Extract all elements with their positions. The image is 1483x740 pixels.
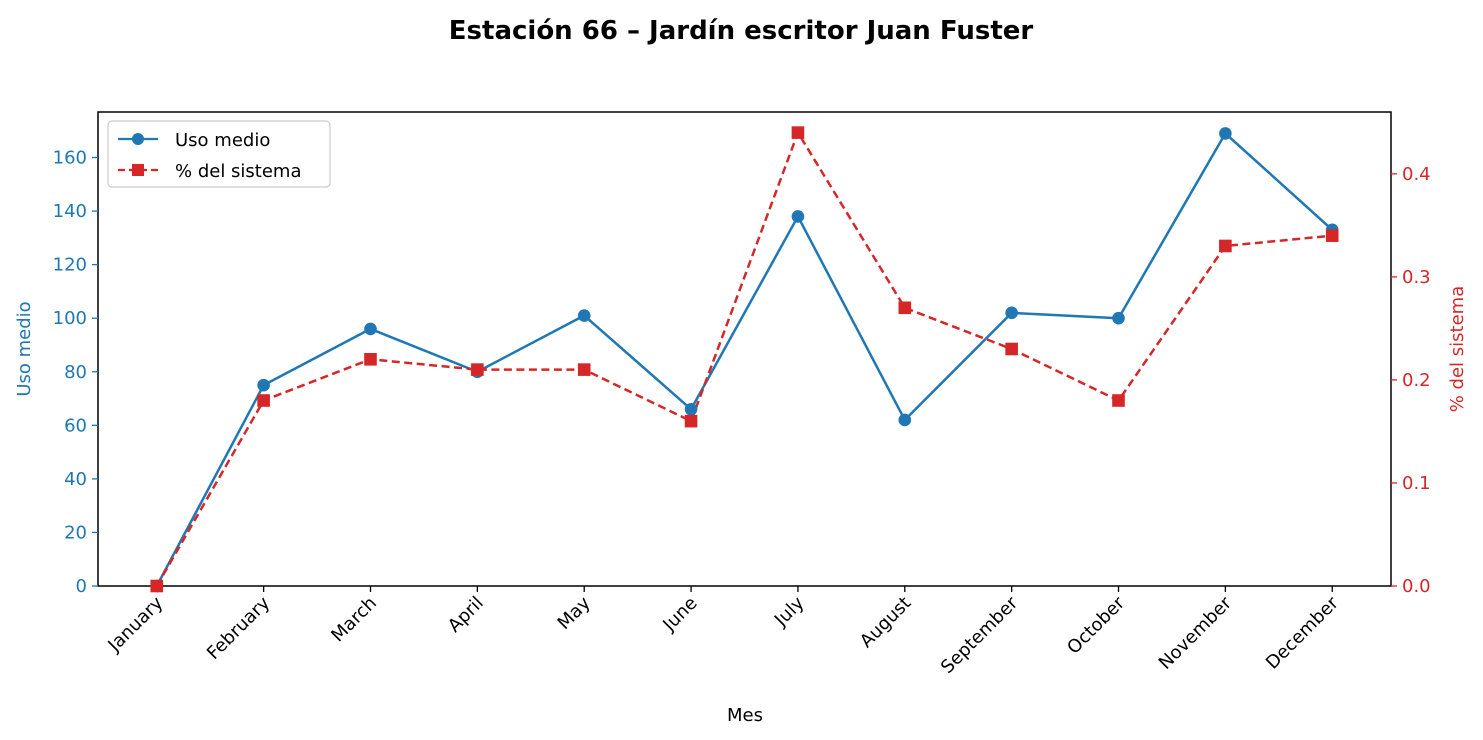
x-tick-label: October	[1063, 592, 1129, 658]
plot-area	[97, 111, 1392, 587]
left-y-tick-label: 100	[53, 308, 87, 329]
point-pct-sistema	[1219, 239, 1232, 253]
x-tick-label: December	[1262, 592, 1343, 673]
plot-frame	[97, 111, 1392, 587]
left-y-tick-label: 0	[76, 576, 87, 597]
series-layer	[150, 126, 1339, 593]
right-y-tick-label: 0.2	[1402, 370, 1431, 391]
legend: Uso medio % del sistema	[107, 120, 331, 188]
x-axis: January February March April May June July Augu…	[103, 586, 1343, 678]
legend-marker-uso-medio	[132, 133, 144, 145]
right-y-tick-label: 0.4	[1402, 164, 1431, 185]
point-uso-medio	[1219, 127, 1232, 140]
x-tick-label: June	[658, 593, 701, 636]
legend-label-pct-sistema: % del sistema	[175, 161, 302, 182]
chart-title: Estación 66 – Jardín escritor Juan Fuste…	[449, 16, 1034, 46]
point-pct-sistema	[577, 363, 591, 376]
x-tick-label: April	[444, 593, 488, 637]
point-uso-medio	[684, 402, 698, 416]
x-tick-label: September	[937, 592, 1023, 678]
x-tick-label: November	[1155, 592, 1236, 673]
point-uso-medio	[364, 322, 377, 336]
legend-label-uso-medio: Uso medio	[175, 130, 270, 151]
point-pct-sistema	[1112, 394, 1125, 407]
right-y-tick-label: 0.0	[1402, 576, 1431, 597]
point-pct-sistema	[1325, 229, 1339, 242]
point-pct-sistema	[684, 414, 698, 428]
left-y-tick-label: 40	[64, 469, 87, 490]
point-uso-medio	[1005, 306, 1018, 320]
right-y-axis-title: % del sistema	[1447, 286, 1468, 413]
point-uso-medio	[898, 413, 912, 427]
legend-marker-pct-sistema	[132, 164, 144, 176]
point-pct-sistema	[364, 353, 377, 366]
right-y-tick-label: 0.3	[1402, 267, 1431, 288]
point-pct-sistema	[898, 301, 912, 315]
point-pct-sistema	[257, 394, 270, 407]
point-uso-medio	[257, 378, 270, 392]
left-y-tick-label: 160	[53, 148, 87, 169]
legend-box	[107, 120, 331, 188]
x-axis-title: Mes	[727, 705, 763, 726]
left-y-tick-label: 120	[53, 255, 87, 276]
left-y-tick-label: 60	[64, 415, 87, 436]
series-line-pct-sistema	[155, 131, 1333, 587]
point-uso-medio	[577, 309, 591, 322]
right-y-axis: 0.0 0.1 0.2 0.3 0.4	[1391, 164, 1431, 597]
x-tick-label: May	[554, 592, 595, 633]
left-y-tick-label: 140	[53, 201, 87, 222]
x-tick-label: January	[103, 592, 167, 656]
point-uso-medio	[791, 210, 805, 223]
left-y-axis: 0 20 40 60 80 100 120 140 160	[53, 148, 98, 597]
x-tick-label: July	[770, 592, 809, 631]
point-pct-sistema	[1005, 342, 1018, 356]
point-uso-medio	[1112, 311, 1125, 325]
left-y-tick-label: 80	[64, 362, 87, 383]
point-pct-sistema	[791, 126, 805, 139]
right-y-tick-label: 0.1	[1402, 473, 1431, 494]
series-line-uso-medio	[155, 132, 1334, 587]
point-pct-sistema	[471, 363, 484, 376]
x-tick-label: August	[856, 593, 915, 652]
x-tick-label: March	[327, 593, 381, 647]
left-y-tick-label: 20	[64, 522, 87, 543]
x-tick-label: February	[203, 592, 274, 663]
left-y-axis-title: Uso medio	[14, 301, 35, 396]
point-pct-sistema	[150, 579, 164, 593]
